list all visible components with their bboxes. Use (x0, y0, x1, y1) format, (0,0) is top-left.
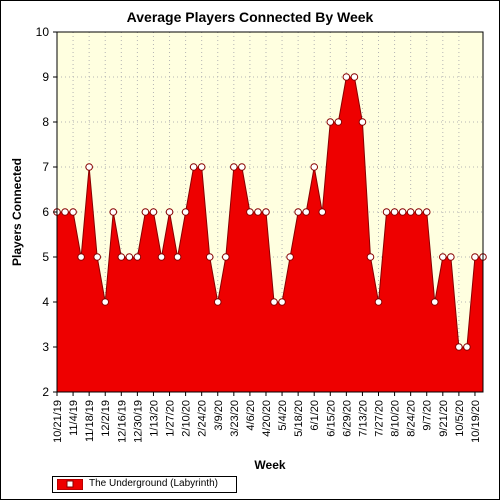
x-tick-label: 6/29/20 (341, 400, 353, 437)
data-point-marker (406, 208, 415, 216)
x-tick-label: 6/15/20 (325, 400, 337, 437)
x-tick-label: 5/4/20 (277, 400, 289, 431)
data-point-marker (463, 343, 471, 351)
data-point-marker (286, 253, 294, 261)
data-point-marker (133, 253, 142, 261)
x-tick-label: 11/18/19 (84, 400, 96, 442)
data-point-marker (69, 208, 77, 216)
data-point-marker (358, 118, 367, 126)
data-point-marker (262, 208, 270, 216)
y-tick-label: 10 (36, 25, 50, 39)
data-point-marker (165, 208, 174, 216)
data-point-marker (125, 253, 134, 261)
legend-swatch (57, 479, 83, 490)
series-markers (53, 73, 487, 351)
data-point-marker (221, 253, 230, 261)
data-point-marker (326, 118, 335, 126)
x-tick-label: 3/23/20 (229, 400, 241, 437)
data-point-marker (85, 163, 93, 171)
data-point-marker (430, 298, 439, 306)
legend: The Underground (Labyrinth) (52, 476, 237, 493)
x-tick-label: 1/27/20 (165, 400, 177, 437)
data-point-marker (382, 208, 391, 216)
data-point-marker (93, 253, 101, 261)
data-point-marker (374, 298, 383, 306)
x-tick-label: 7/13/20 (357, 400, 369, 437)
y-tick-label: 9 (42, 70, 49, 84)
y-tick-label: 7 (42, 160, 49, 174)
data-point-marker (109, 208, 118, 216)
x-tick-label: 2/24/20 (197, 400, 209, 437)
x-tick-label: 10/19/20 (470, 400, 482, 443)
y-tick-label: 4 (42, 295, 49, 309)
x-tick-label: 3/9/20 (213, 400, 225, 431)
data-point-marker (398, 208, 407, 216)
x-tick-label: 8/24/20 (406, 400, 418, 437)
data-point-marker (471, 253, 479, 261)
x-tick-label: 4/6/20 (245, 400, 257, 431)
area-fill (57, 77, 483, 392)
data-point-marker (439, 253, 447, 261)
data-point-marker (310, 163, 319, 171)
data-point-marker (294, 208, 302, 216)
data-point-marker (390, 208, 399, 216)
data-point-marker (318, 208, 327, 216)
y-tick-label: 5 (42, 250, 49, 264)
x-tick-label: 5/18/20 (293, 400, 305, 437)
x-tick-label: 7/27/20 (374, 400, 386, 437)
x-tick-label: 12/2/19 (100, 400, 112, 437)
x-tick-label: 12/30/19 (132, 400, 144, 443)
data-point-marker (270, 298, 278, 306)
y-tick-label: 6 (42, 205, 49, 219)
data-point-marker (61, 208, 69, 216)
data-point-marker (141, 208, 150, 216)
y-tick-label: 2 (42, 385, 49, 399)
data-point-marker (230, 163, 238, 171)
x-tick-label: 1/13/20 (148, 400, 160, 437)
data-point-marker (197, 163, 206, 171)
x-axis-ticks: 10/21/19 11/4/19 11/18/19 12/2/19 12/16/19 12… (52, 392, 482, 443)
data-point-marker (213, 298, 222, 306)
data-point-marker (173, 253, 182, 261)
chart-title: Average Players Connected By Week (126, 9, 374, 25)
data-point-marker (181, 208, 190, 216)
data-point-marker (278, 298, 286, 306)
data-point-marker (101, 298, 110, 306)
y-tick-label: 8 (42, 115, 49, 129)
x-tick-label: 8/10/20 (390, 400, 402, 437)
data-point-marker (238, 163, 246, 171)
data-point-marker (246, 208, 254, 216)
x-tick-label: 11/4/19 (68, 400, 80, 436)
legend-label: The Underground (Labyrinth) (89, 478, 218, 489)
data-point-marker (157, 253, 166, 261)
data-point-marker (414, 208, 423, 216)
x-tick-label: 10/21/19 (52, 400, 64, 443)
data-point-marker (189, 163, 198, 171)
x-tick-label: 2/10/20 (181, 400, 193, 437)
x-axis-title: Week (254, 458, 286, 472)
data-point-marker (366, 253, 375, 261)
x-tick-label: 4/20/20 (261, 400, 273, 437)
data-point-marker (149, 208, 158, 216)
x-tick-label: 9/7/20 (422, 400, 434, 431)
y-axis-ticks: 2 3 4 5 6 7 8 9 10 (36, 25, 57, 399)
data-point-marker (334, 118, 343, 126)
data-point-marker (350, 73, 359, 81)
data-point-marker (117, 253, 126, 261)
y-tick-label: 3 (42, 340, 49, 354)
data-point-marker (455, 343, 463, 351)
x-tick-label: 9/21/20 (438, 400, 450, 437)
data-point-marker (302, 208, 310, 216)
data-point-marker (77, 253, 85, 261)
x-tick-label: 10/5/20 (454, 400, 466, 437)
x-tick-label: 6/1/20 (309, 400, 321, 431)
data-point-marker (422, 208, 431, 216)
data-point-marker (254, 208, 262, 216)
data-point-marker (205, 253, 214, 261)
x-tick-label: 12/16/19 (116, 400, 128, 443)
data-point-marker (342, 73, 351, 81)
data-point-marker (447, 253, 455, 261)
plot-border (56, 31, 484, 393)
